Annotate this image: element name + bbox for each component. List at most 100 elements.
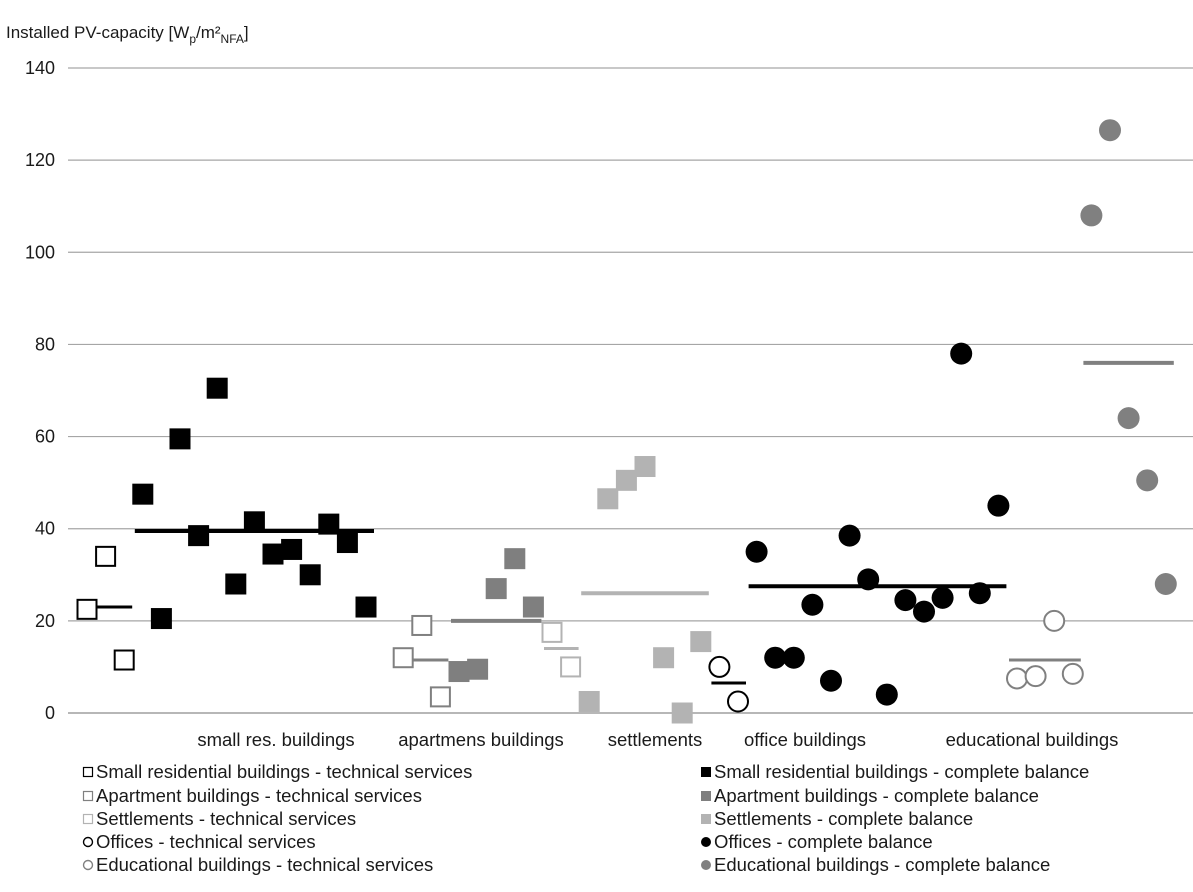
point-s6-7: [690, 631, 712, 653]
category-label-5: educational buildings: [946, 729, 1119, 750]
y-tick-label-100: 100: [25, 242, 55, 262]
point-s2-7: [243, 511, 265, 533]
y-tick-label-80: 80: [35, 334, 55, 354]
point-s8-6: [838, 524, 861, 547]
point-s2-13: [355, 596, 377, 618]
point-s5-2: [560, 656, 582, 678]
legend-marker-s6: [701, 814, 711, 824]
y-axis-title-suffix: ]: [244, 23, 249, 42]
point-s6-6: [671, 702, 693, 724]
data-points: [76, 119, 1177, 724]
point-s2-6: [225, 573, 247, 595]
gridlines: [68, 67, 1193, 714]
legend-marker-s2: [701, 767, 711, 777]
point-s1-2: [95, 545, 117, 567]
point-s4-3: [485, 578, 507, 600]
point-s8-10: [913, 600, 935, 623]
point-s8-14: [987, 494, 1010, 517]
legend-label-s10: Educational buildings - complete balance: [714, 854, 1050, 875]
point-s2-1: [132, 483, 154, 505]
legend-label-s3: Apartment buildings - technical services: [96, 785, 422, 806]
category-label-4: office buildings: [744, 729, 866, 750]
point-s8-1: [745, 540, 768, 563]
legend-marker-s9: [82, 859, 94, 871]
point-s2-4: [188, 525, 210, 547]
point-s3-1: [392, 647, 414, 669]
point-s8-8: [875, 683, 898, 706]
legend-label-s1: Small residential buildings - technical …: [96, 761, 472, 782]
point-s7-1: [708, 655, 731, 678]
point-s4-4: [504, 548, 526, 570]
y-tick-label-120: 120: [25, 150, 55, 170]
point-s10-1: [1080, 204, 1103, 227]
y-axis-title: Installed PV-capacity [Wp/m²NFA]: [6, 23, 249, 46]
legend-marker-s8: [701, 837, 711, 847]
point-s8-11: [931, 586, 954, 609]
category-label-2: apartmens buildings: [398, 729, 564, 750]
point-s8-9: [894, 589, 917, 612]
category-label-1: small res. buildings: [197, 729, 354, 750]
point-s1-3: [113, 649, 135, 671]
mean-lines: [79, 360, 1174, 685]
point-s8-2: [764, 646, 787, 669]
point-s2-8: [262, 543, 284, 565]
point-s10-5: [1154, 573, 1177, 595]
legend-marker-s5: [82, 813, 94, 825]
legend-label-s7: Offices - technical services: [96, 831, 316, 852]
point-s8-7: [857, 568, 880, 591]
legend-marker-s7: [82, 836, 94, 848]
point-s2-5: [206, 377, 228, 399]
point-s9-4: [1061, 662, 1084, 685]
point-s4-1: [448, 661, 470, 683]
point-s2-2: [150, 608, 172, 630]
y-axis-title-sub-nfa: NFA: [221, 32, 244, 46]
point-s1-1: [76, 598, 98, 620]
legend-label-s2: Small residential buildings - complete b…: [714, 761, 1089, 782]
legend-label-s4: Apartment buildings - complete balance: [714, 785, 1039, 806]
legend-label-s5: Settlements - technical services: [96, 808, 356, 829]
legend-marker-s4: [701, 791, 711, 801]
point-s3-2: [411, 614, 433, 636]
point-s6-5: [653, 647, 675, 669]
y-axis-title-mid: /m²: [196, 23, 221, 42]
point-s10-3: [1117, 407, 1140, 430]
point-s8-5: [820, 669, 842, 692]
point-s6-3: [615, 469, 637, 491]
y-axis-ticks: 0 20 40 60 80 100 120 140: [25, 58, 55, 723]
point-s6-1: [578, 690, 600, 712]
legend-label-s9: Educational buildings - technical servic…: [96, 854, 433, 875]
point-s2-11: [318, 513, 340, 535]
legend-label-s8: Offices - complete balance: [714, 831, 933, 852]
y-axis-title-sub-p: p: [189, 32, 196, 46]
y-tick-label-0: 0: [45, 703, 55, 723]
point-s10-4: [1136, 469, 1159, 492]
point-s2-12: [336, 532, 358, 554]
y-tick-label-40: 40: [35, 519, 55, 539]
legend-label-s6: Settlements - complete balance: [714, 808, 973, 829]
point-s9-3: [1043, 609, 1066, 632]
point-s9-2: [1024, 665, 1047, 688]
point-s9-1: [1006, 667, 1028, 690]
category-label-3: settlements: [608, 729, 703, 750]
point-s2-9: [281, 538, 303, 560]
point-s8-12: [950, 342, 973, 365]
point-s4-2: [467, 658, 489, 680]
point-s6-2: [597, 488, 619, 510]
point-s8-13: [968, 582, 991, 605]
point-s10-2: [1099, 119, 1121, 142]
legend: Small residential buildings - technical …: [82, 761, 1089, 875]
point-s2-10: [299, 564, 321, 586]
point-s6-4: [634, 456, 656, 478]
legend-marker-s3: [82, 790, 94, 802]
point-s4-5: [522, 596, 544, 618]
legend-marker-s1: [82, 766, 94, 778]
point-s5-1: [541, 621, 563, 643]
point-s2-3: [169, 428, 191, 450]
category-labels: small res. buildings apartmens buildings s…: [197, 729, 1118, 750]
y-tick-label-140: 140: [25, 58, 55, 78]
y-tick-label-20: 20: [35, 611, 55, 631]
y-tick-label-60: 60: [35, 427, 55, 447]
legend-marker-s10: [701, 860, 711, 870]
y-axis-title-prefix: Installed PV-capacity [W: [6, 23, 189, 42]
